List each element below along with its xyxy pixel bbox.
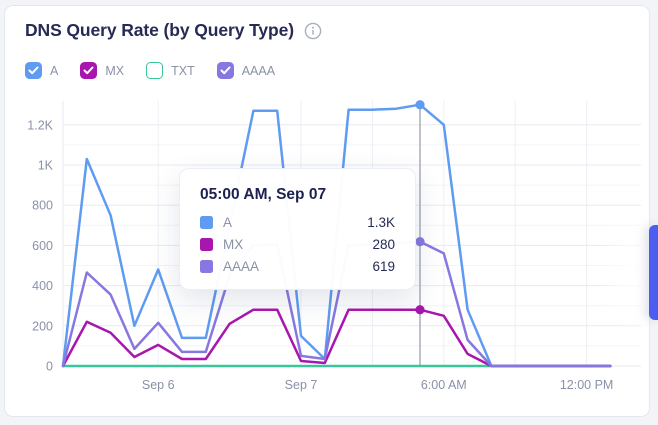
highlight-marker-a <box>415 100 425 110</box>
y-axis-label: 1.2K <box>27 118 53 132</box>
info-icon[interactable] <box>304 22 322 40</box>
x-axis-label: Sep 6 <box>142 378 175 392</box>
y-axis-label: 400 <box>32 279 53 293</box>
dns-query-rate-card: DNS Query Rate (by Query Type) A MX TXT AAA… <box>4 5 650 417</box>
x-axis-label: 6:00 AM <box>421 378 467 392</box>
y-axis-label: 0 <box>46 360 53 374</box>
legend-item-txt[interactable]: TXT <box>146 62 195 79</box>
tooltip-series-label: MX <box>223 237 244 252</box>
legend-item-aaaa[interactable]: AAAA <box>216 62 276 79</box>
x-axis-label: 12:00 PM <box>560 378 614 392</box>
y-axis-label: 1K <box>38 159 54 173</box>
y-axis-label: 800 <box>32 199 53 213</box>
chart-tooltip: 05:00 AM, Sep 07 A 1.3K MX 280 AAAA 619 <box>179 168 416 290</box>
series-line-aaaa <box>61 240 612 368</box>
y-axis-label: 600 <box>32 239 53 253</box>
tooltip-rows: A 1.3K MX 280 AAAA 619 <box>200 215 395 274</box>
legend-label: MX <box>105 63 125 78</box>
tooltip-row-mx: MX 280 <box>200 237 395 252</box>
scrollbar-thumb[interactable] <box>649 225 658 320</box>
highlight-marker-mx <box>415 305 425 315</box>
query-type-legend: A MX TXT AAAA <box>25 62 275 79</box>
y-axis-label: 200 <box>32 319 53 333</box>
series-color-chip <box>200 260 213 273</box>
legend-label: AAAA <box>241 63 276 78</box>
tooltip-series-value: 280 <box>372 237 395 252</box>
tooltip-series-label: AAAA <box>223 259 260 274</box>
checked-checkbox-icon <box>216 62 234 79</box>
tooltip-series-value: 1.3K <box>367 215 395 230</box>
unchecked-checkbox-icon <box>146 62 164 79</box>
legend-item-mx[interactable]: MX <box>80 62 124 79</box>
legend-label: A <box>50 63 59 78</box>
checked-checkbox-icon <box>80 62 98 79</box>
tooltip-row-aaaa: AAAA 619 <box>200 259 395 274</box>
tooltip-row-a: A 1.3K <box>200 215 395 230</box>
tooltip-series-label: A <box>223 215 233 230</box>
checked-checkbox-icon <box>25 62 42 79</box>
series-color-chip <box>200 238 213 251</box>
tooltip-series-value: 619 <box>372 259 395 274</box>
chart-title: DNS Query Rate (by Query Type) <box>25 20 294 40</box>
legend-item-a[interactable]: A <box>25 62 58 79</box>
card-header: DNS Query Rate (by Query Type) <box>25 20 322 41</box>
tooltip-title: 05:00 AM, Sep 07 <box>200 186 327 203</box>
highlight-marker-aaaa <box>415 236 425 247</box>
legend-label: TXT <box>171 63 195 78</box>
x-axis-label: Sep 7 <box>285 378 318 392</box>
series-color-chip <box>200 216 213 229</box>
